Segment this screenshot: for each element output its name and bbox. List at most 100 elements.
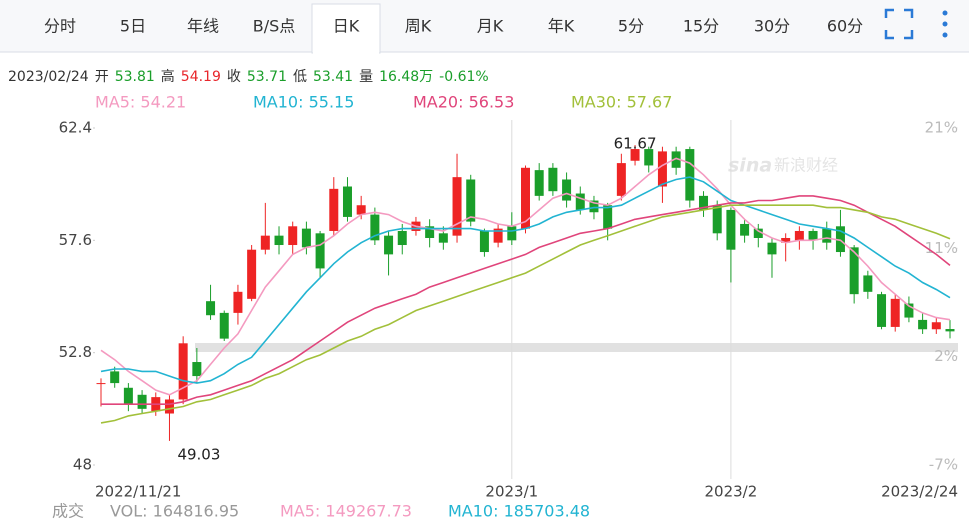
candle [863,270,873,299]
tab[interactable]: 30分 [754,17,790,36]
candle-body [794,230,804,241]
active-tab-bg[interactable] [311,3,381,54]
tab[interactable]: 分时 [44,17,76,36]
min-label: 49.03 [177,445,220,463]
candle-body [767,242,777,255]
tab-label[interactable]: 周K [405,17,432,36]
more-icon[interactable] [942,10,948,38]
legend-entry: MA20: 56.53 [413,93,514,112]
tab[interactable]: 年K [548,17,575,36]
x-tick-label: 2023/2/24 [881,483,958,501]
dot[interactable] [942,21,948,27]
max-label: 61.67 [614,135,657,153]
candle [178,336,188,405]
dot[interactable] [942,10,948,16]
candle [740,219,750,243]
y2-tick-label: 2% [934,347,958,365]
candle [781,233,791,262]
candle [206,284,216,320]
candle [644,146,654,173]
tab[interactable]: 年线 [187,17,219,36]
tab[interactable]: 日K [311,3,381,54]
volume-info: MA10: 185703.48 [448,502,590,520]
ma-line [100,176,951,384]
candle-body [685,149,695,201]
ma-line [100,204,951,424]
candle-body [712,205,722,234]
tab[interactable]: 周K [405,17,432,36]
candle-body [931,322,941,330]
y2-tick-label: -7% [929,456,958,474]
candle-body [452,177,462,236]
candle-body [493,228,503,243]
tab-label[interactable]: 分时 [44,17,76,36]
candle [822,221,832,250]
tab[interactable]: 5分 [618,17,644,36]
info-value: 53.71 [247,69,287,85]
tab-bar [0,0,969,52]
candle-body [849,247,859,295]
fullscreen-icon[interactable] [884,8,914,40]
candle-body [521,167,530,229]
tab-label[interactable]: 月K [477,17,504,36]
candle-body [835,226,845,253]
tab-label[interactable]: 年线 [187,17,219,36]
volume-info: VOL: 164816.95 [110,502,239,520]
legend-entry: MA5: 54.21 [95,93,186,112]
candle [657,146,667,203]
tab[interactable]: 月K [477,17,504,36]
tab-label[interactable]: 年K [548,17,575,36]
tab-label[interactable]: 5日 [120,17,146,36]
candle [233,284,243,325]
candle-body [96,383,106,385]
dot[interactable] [942,32,948,38]
candle [301,221,311,255]
candle-body [342,186,352,217]
legend-entry: MA10: 55.15 [253,93,354,112]
candle-body [370,214,380,241]
active-tab-cover[interactable] [313,50,379,54]
ma-line [101,195,951,405]
candle [370,207,380,246]
candle-body [288,226,298,246]
y-tick-label: 48 [73,456,92,474]
candle-body [863,275,873,292]
candle [356,195,366,220]
info-value: -0.61% [439,69,489,85]
candle [890,294,900,332]
candle-body [822,228,832,243]
candle-body [726,209,736,250]
info-label: 开 [95,69,109,85]
candle-body [206,301,216,316]
tab-label[interactable]: 15分 [683,17,719,36]
candle-body [233,291,243,313]
candle-body [918,319,928,330]
tab-label[interactable]: B/S点 [253,17,296,36]
candle [808,228,818,250]
tab[interactable]: 5日 [120,17,146,36]
fullscreen-glyph[interactable] [884,8,914,40]
y2-tick-label: 21% [925,119,958,137]
tab-label[interactable]: 30分 [754,17,790,36]
candle [849,245,859,304]
candle [384,230,394,276]
candle [904,296,914,323]
tab-label[interactable]: 5分 [618,17,644,36]
tab[interactable]: 15分 [683,17,719,36]
candle [726,207,736,283]
candle-body [671,151,681,168]
candle [877,291,887,330]
info-date: 2023/02/24 [8,69,89,85]
info-label: 收 [227,69,241,85]
info-label: 低 [293,69,307,85]
candle-body [507,226,517,241]
tab-label[interactable]: 60分 [827,17,863,36]
candle-body [644,149,654,166]
candle [192,347,202,384]
candle [96,378,106,407]
tab[interactable]: B/S点 [253,17,296,36]
candle-body [808,230,818,241]
tab-label[interactable]: 日K [333,17,360,36]
candle [479,228,489,257]
tab[interactable]: 60分 [827,17,863,36]
